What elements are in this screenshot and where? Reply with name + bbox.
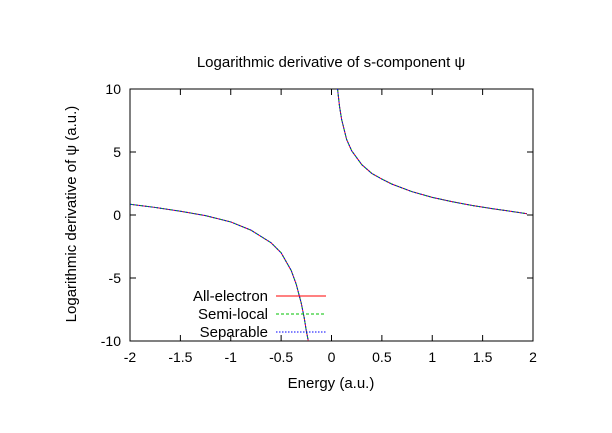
plot-border (129, 88, 534, 342)
legend-label-semi-local: Semi-local (198, 306, 268, 323)
x-tick-label: -2 (124, 349, 137, 365)
x-tick-label: -0.5 (269, 349, 293, 365)
x-tick-label: 1 (428, 349, 436, 365)
axis-ticks: -2 -1.5 -1 -0.5 0 0.5 1 1.5 2 -10 -5 0 5 10 (101, 81, 537, 365)
chart-title: Logarithmic derivative of s-component ψ (197, 54, 465, 71)
series-line-semi-local-branch-2 (337, 89, 528, 215)
y-tick-label: -10 (101, 333, 121, 349)
x-tick-label: 0.5 (372, 349, 392, 365)
series-line-separable-branch-2 (337, 89, 528, 215)
y-axis-title: Logarithmic derivative of ψ (a.u.) (63, 106, 80, 323)
y-tick-label: 5 (113, 144, 121, 160)
series-line-separable-branch-1 (130, 203, 309, 341)
plot-area (129, 88, 534, 342)
x-tick-label: -1 (225, 349, 238, 365)
x-tick-label: 2 (529, 349, 537, 365)
x-tick-label: 1.5 (473, 349, 493, 365)
legend-label-separable: Separable (200, 324, 268, 341)
legend-label-all-electron: All-electron (193, 288, 268, 305)
x-tick-label: -1.5 (168, 349, 192, 365)
y-tick-label: 10 (105, 81, 121, 97)
x-axis-title: Energy (a.u.) (288, 375, 375, 392)
y-tick-label: -5 (109, 270, 122, 286)
x-tick-label: 0 (328, 349, 336, 365)
series-line-all-electron-branch-2 (337, 89, 528, 215)
series-lines (130, 89, 528, 341)
y-tick-label: 0 (113, 207, 121, 223)
